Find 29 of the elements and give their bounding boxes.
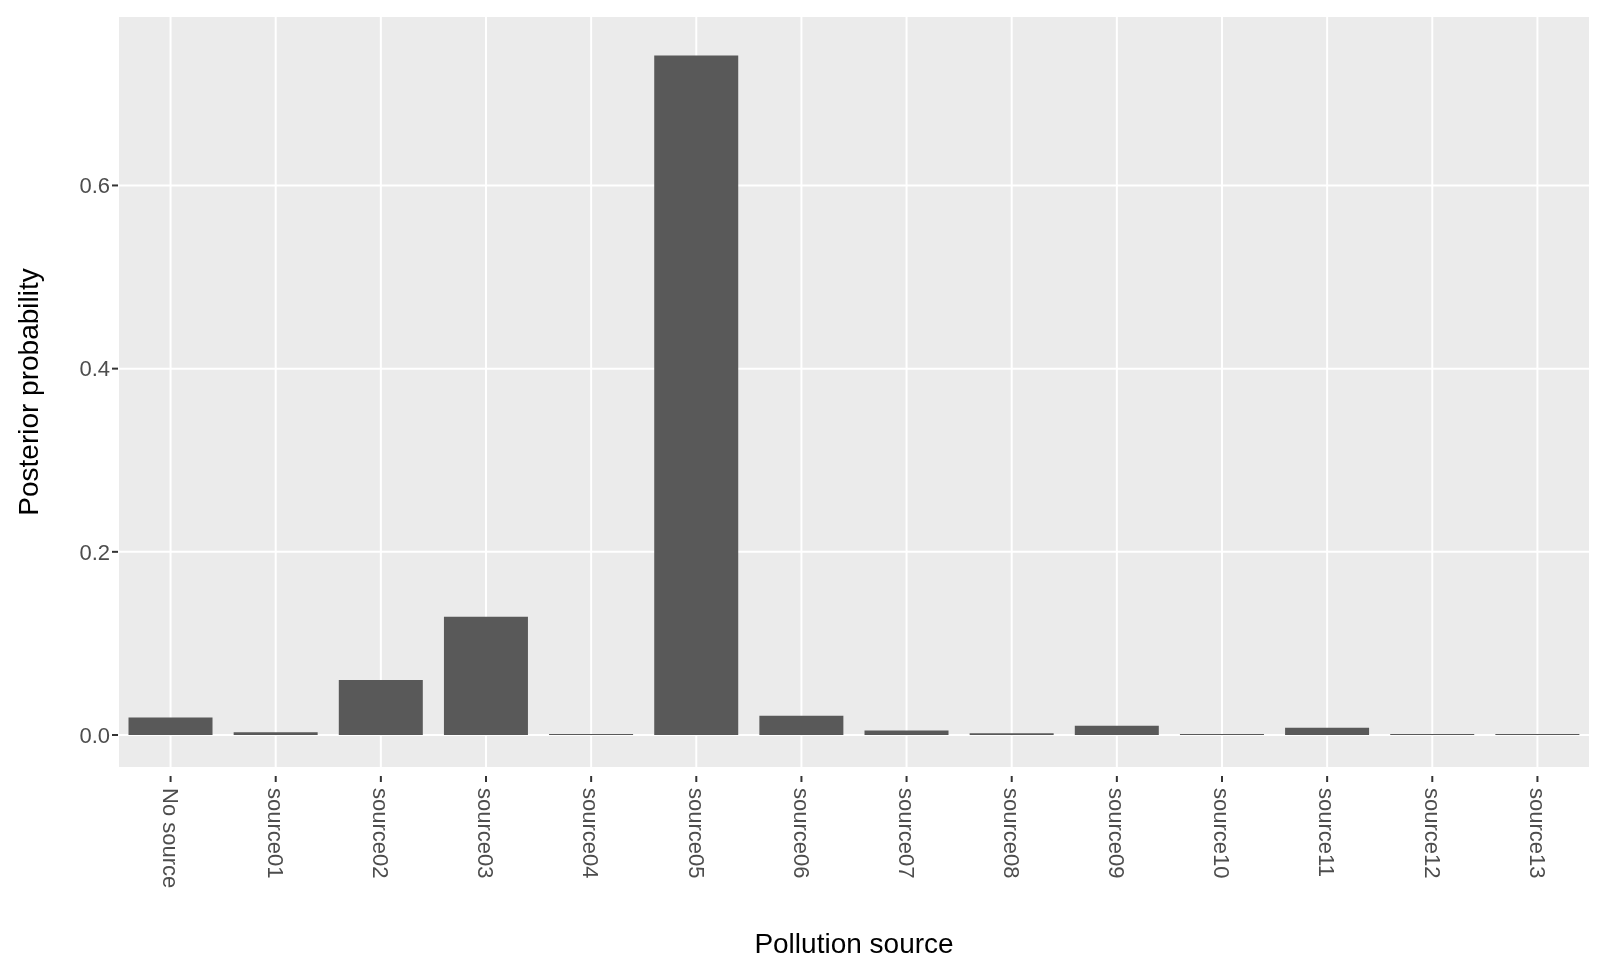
bar [338, 680, 423, 736]
x-tick-label: source13 [1524, 788, 1550, 879]
bar [128, 717, 213, 736]
bar [443, 616, 528, 736]
x-tick-label: source10 [1209, 788, 1235, 879]
x-tick-label: source03 [473, 788, 499, 879]
y-tick-label: 0.2 [79, 539, 110, 565]
bar [1285, 727, 1370, 736]
x-tick-label: source01 [263, 788, 289, 879]
x-tick-label: source08 [999, 788, 1025, 879]
x-axis-title: Pollution source [754, 928, 954, 959]
y-tick-label: 0.0 [79, 722, 110, 748]
x-tick-label: source04 [578, 788, 604, 879]
x-tick-label: source11 [1314, 788, 1340, 877]
x-tick-label: No source [157, 788, 183, 889]
x-tick-label: source05 [683, 788, 709, 879]
x-tick-label: source06 [788, 788, 814, 879]
y-tick-label: 0.6 [79, 173, 110, 199]
bar [1074, 725, 1159, 736]
y-axis-title: Posterior probability [12, 268, 44, 516]
x-tick-label: source02 [368, 788, 394, 879]
y-tick-label: 0.4 [79, 356, 110, 382]
bar [864, 730, 949, 736]
bar [233, 732, 318, 736]
bar [759, 715, 844, 736]
bar [654, 55, 739, 736]
x-tick-label: source12 [1419, 788, 1445, 879]
x-tick-label: source07 [893, 788, 919, 879]
x-tick-label: source09 [1104, 788, 1130, 879]
